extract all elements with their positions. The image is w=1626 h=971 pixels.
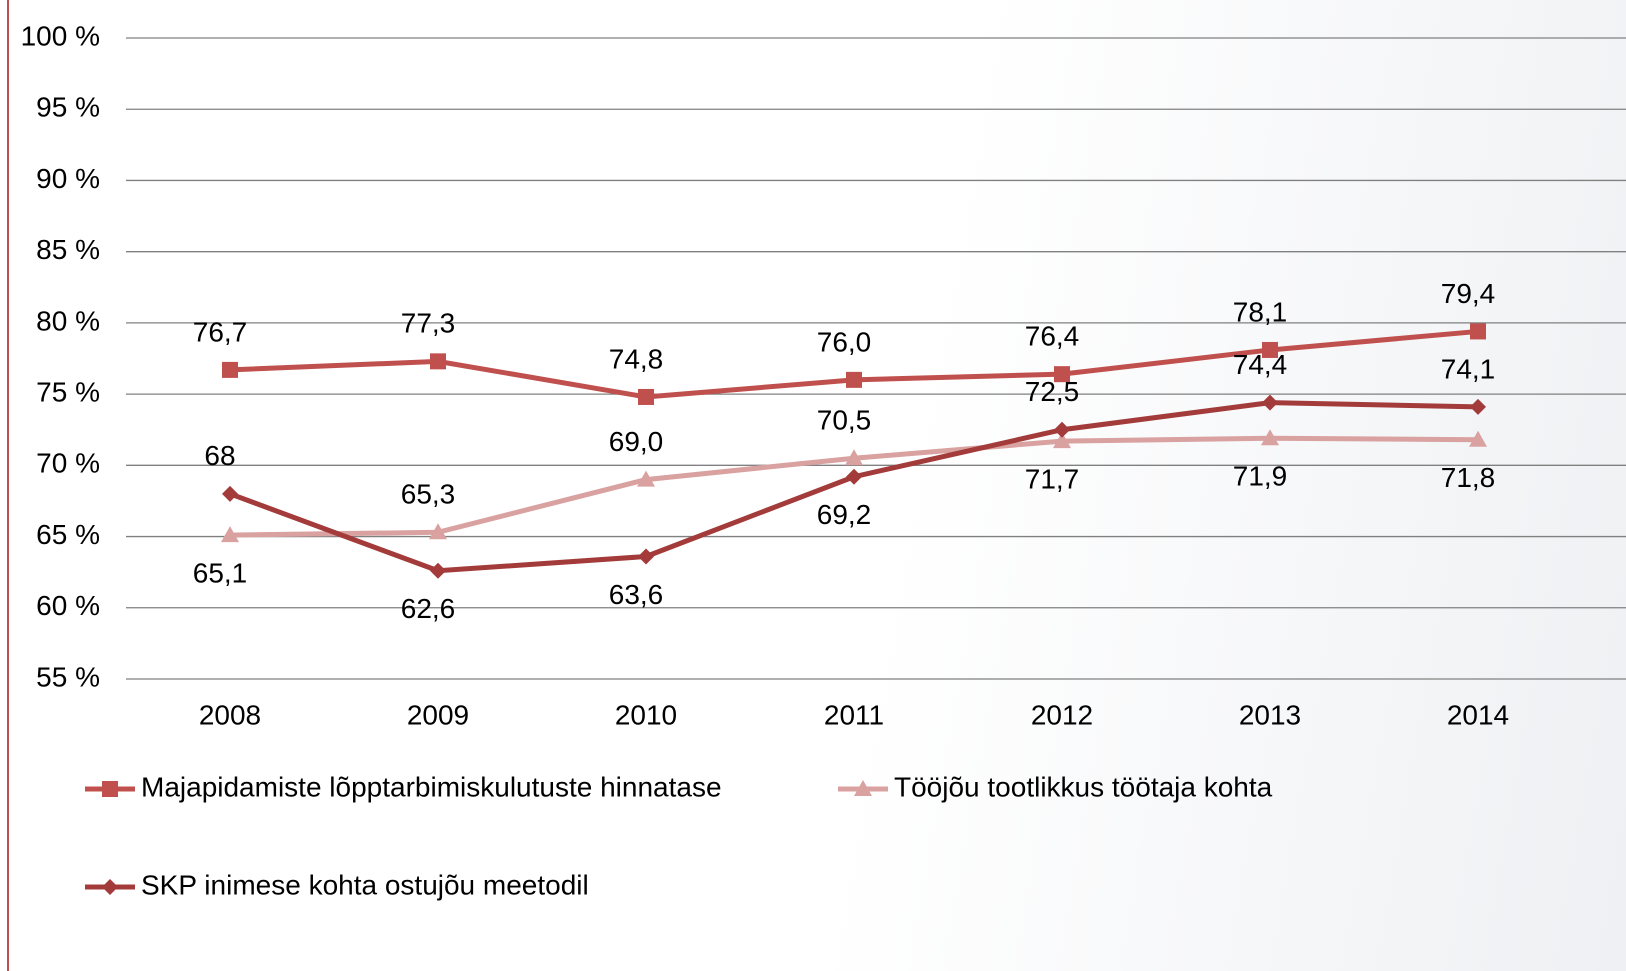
marker (430, 562, 446, 579)
y-tick-label: 65 % (36, 519, 100, 550)
marker (638, 548, 654, 565)
data-label: 77,3 (401, 308, 456, 339)
marker (430, 353, 446, 370)
marker (1470, 398, 1486, 415)
y-tick-label: 60 % (36, 590, 100, 621)
data-label: 76,0 (817, 326, 872, 357)
marker (222, 485, 238, 502)
y-tick-label: 75 % (36, 377, 100, 408)
marker (221, 526, 239, 543)
y-tick-label: 55 % (36, 661, 100, 692)
marker (1262, 341, 1278, 358)
data-label: 62,6 (401, 593, 456, 624)
data-label: 70,5 (817, 405, 872, 436)
marker (1470, 323, 1486, 340)
data-label: 69,2 (817, 499, 872, 530)
data-label: 74,1 (1441, 353, 1496, 384)
y-tick-label: 95 % (36, 92, 100, 123)
marker (845, 449, 863, 466)
data-label: 72,5 (1025, 376, 1080, 407)
y-tick-label: 90 % (36, 163, 100, 194)
y-tick-label: 80 % (36, 305, 100, 336)
data-label: 78,1 (1233, 296, 1288, 327)
x-tick-label: 2012 (1031, 699, 1093, 730)
legend-label: Tööjõu tootlikkus töötaja kohta (894, 771, 1273, 802)
marker (637, 470, 655, 487)
marker (1054, 421, 1070, 438)
marker (1469, 430, 1487, 447)
x-tick-label: 2008 (199, 699, 261, 730)
data-label: 65,1 (193, 558, 248, 589)
data-label: 76,7 (193, 316, 248, 347)
marker (222, 361, 238, 378)
y-tick-label: 85 % (36, 234, 100, 265)
marker (846, 371, 862, 388)
data-label: 71,8 (1441, 462, 1496, 493)
data-label: 63,6 (609, 579, 664, 610)
marker (1054, 366, 1070, 383)
x-tick-label: 2010 (615, 699, 677, 730)
x-tick-label: 2011 (824, 699, 884, 730)
x-tick-label: 2013 (1239, 699, 1301, 730)
marker (102, 879, 118, 895)
marker (638, 388, 654, 405)
marker (429, 523, 447, 540)
legend-label: SKP inimese kohta ostujõu meetodil (141, 869, 589, 900)
y-tick-label: 100 % (21, 20, 100, 51)
data-label: 76,4 (1025, 321, 1080, 352)
data-label: 65,3 (401, 479, 456, 510)
data-label: 74,8 (609, 343, 664, 374)
data-label: 68 (204, 440, 235, 471)
marker (102, 781, 118, 797)
marker (1262, 394, 1278, 411)
data-label: 71,9 (1233, 461, 1288, 492)
legend-label: Majapidamiste lõpptarbimiskulutuste hinn… (141, 771, 722, 802)
marker (854, 780, 872, 796)
marker (1261, 429, 1279, 446)
data-label: 69,0 (609, 426, 664, 457)
marker (846, 468, 862, 485)
data-label: 71,7 (1025, 464, 1080, 495)
y-tick-label: 70 % (36, 448, 100, 479)
x-tick-label: 2014 (1447, 699, 1509, 730)
data-label: 74,4 (1233, 349, 1288, 380)
data-label: 79,4 (1441, 278, 1496, 309)
marker (1053, 432, 1071, 449)
x-tick-label: 2009 (407, 699, 469, 730)
